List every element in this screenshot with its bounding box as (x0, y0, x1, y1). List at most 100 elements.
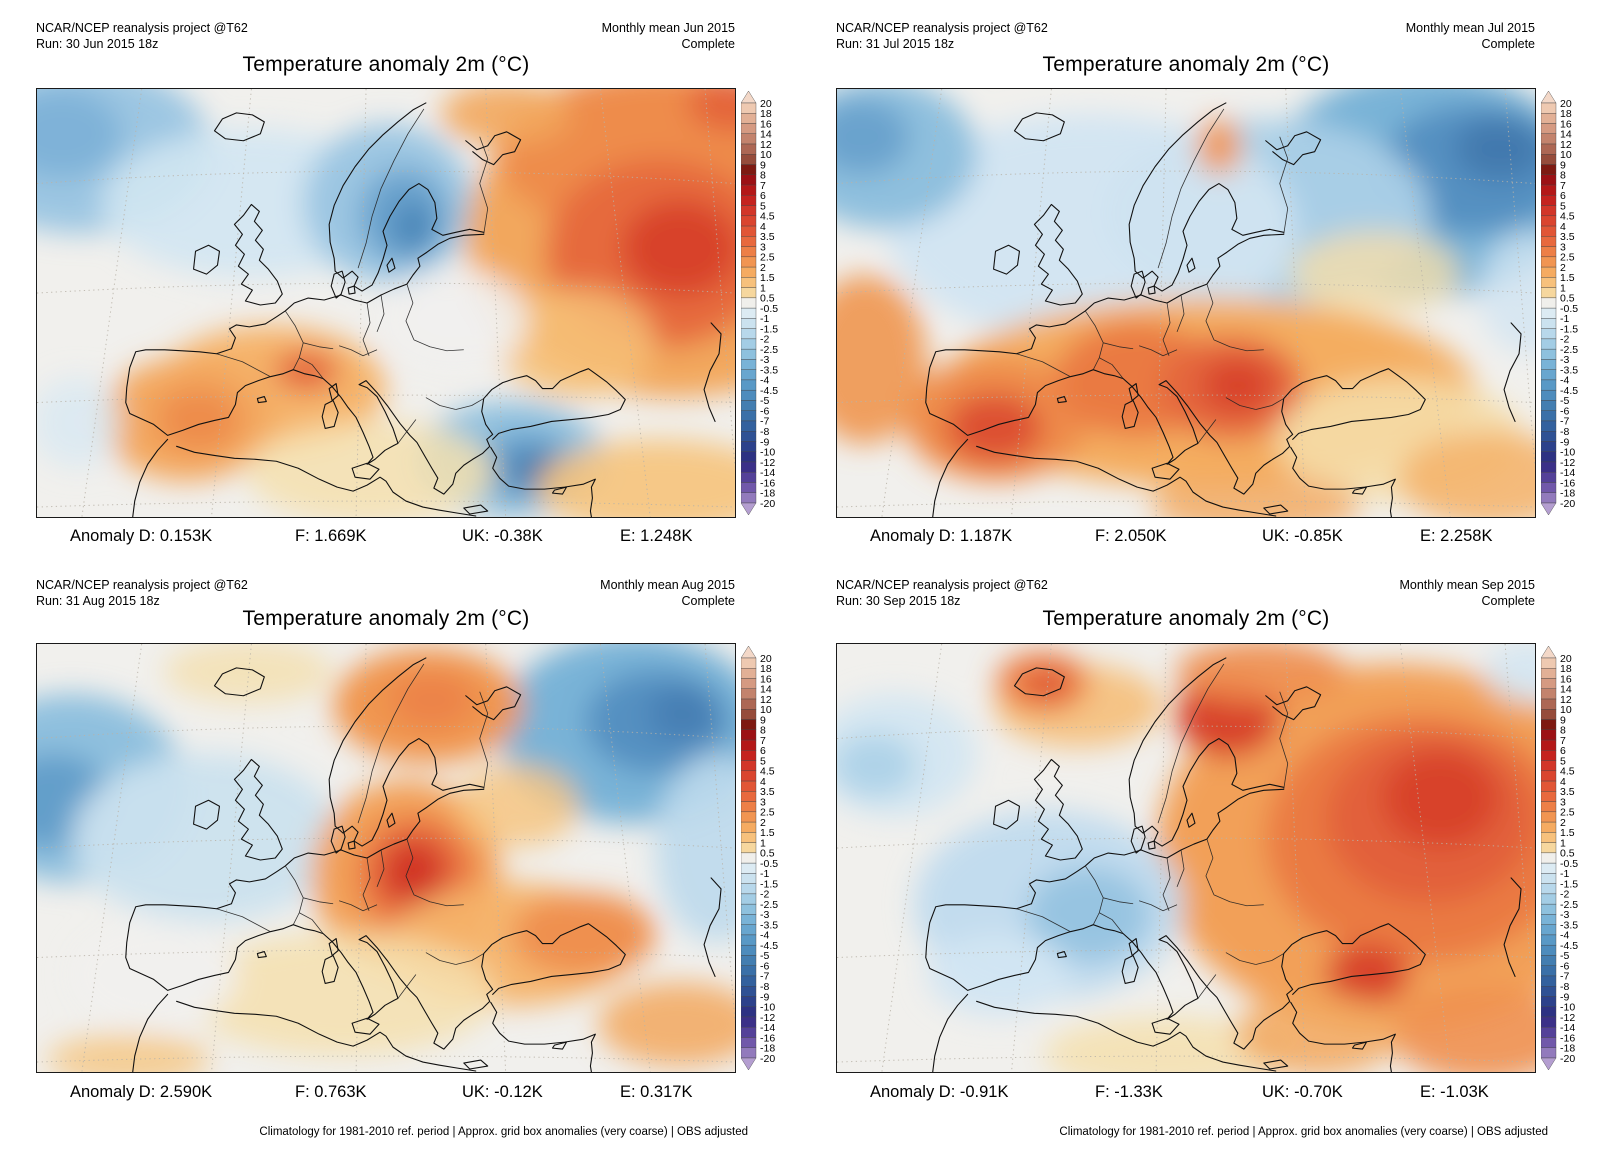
svg-text:1.5: 1.5 (760, 272, 775, 284)
svg-text:-4: -4 (1560, 930, 1569, 942)
svg-text:-18: -18 (1560, 1043, 1575, 1055)
svg-text:-16: -16 (1560, 477, 1575, 489)
panel-aug-2015: NCAR/NCEP reanalysis project @T62 Run: 31… (0, 565, 800, 1164)
svg-text:-5: -5 (1560, 395, 1569, 407)
svg-text:2.5: 2.5 (760, 807, 775, 819)
svg-text:20: 20 (1560, 653, 1572, 665)
anomaly-d: Anomaly D: 2.590K (70, 1083, 213, 1101)
anomaly-uk: UK: -0.85K (1262, 527, 1343, 545)
svg-text:8: 8 (760, 725, 766, 737)
svg-text:-3.5: -3.5 (760, 364, 778, 376)
svg-text:-0.5: -0.5 (1560, 303, 1578, 315)
svg-text:16: 16 (760, 118, 772, 130)
panel-header-right: Monthly mean Jun 2015 Complete (36, 20, 735, 52)
svg-text:9: 9 (1560, 714, 1566, 726)
svg-text:6: 6 (760, 190, 766, 202)
svg-text:5: 5 (1560, 755, 1566, 767)
svg-text:-6: -6 (760, 405, 769, 417)
svg-text:7: 7 (760, 735, 766, 747)
colorbar: 20 18 16 14 12 10 9 8 7 6 5 4.5 4 3.5 3 2.5 2 1.5 1 0.5 -0.5… (1540, 90, 1583, 516)
monthly-mean-label: Monthly mean Aug 2015 (600, 578, 735, 592)
svg-text:4: 4 (1560, 221, 1566, 233)
svg-text:-9: -9 (760, 436, 769, 448)
svg-text:-9: -9 (760, 991, 769, 1003)
svg-text:-6: -6 (760, 960, 769, 972)
svg-text:2: 2 (760, 262, 766, 274)
panel-jul-2015: NCAR/NCEP reanalysis project @T62 Run: 31… (800, 0, 1600, 565)
climatology-footnote: Climatology for 1981-2010 ref. period | … (1059, 1126, 1548, 1138)
monthly-mean-label: Monthly mean Jul 2015 (1405, 21, 1535, 35)
svg-text:3.5: 3.5 (760, 231, 775, 243)
svg-text:12: 12 (760, 694, 772, 706)
svg-text:1: 1 (760, 837, 766, 849)
run-label: Run: 30 Jun 2015 18z (36, 37, 159, 51)
anomaly-map (836, 643, 1536, 1073)
complete-label: Complete (681, 594, 736, 608)
svg-text:3.5: 3.5 (1560, 231, 1575, 243)
svg-text:-8: -8 (1560, 981, 1569, 993)
svg-text:6: 6 (1560, 190, 1566, 202)
svg-text:-2.5: -2.5 (760, 344, 778, 356)
svg-text:-12: -12 (1560, 1012, 1575, 1024)
svg-text:-14: -14 (1560, 467, 1575, 479)
svg-text:-1: -1 (1560, 868, 1569, 880)
svg-text:9: 9 (760, 159, 766, 171)
anomaly-f: F: 2.050K (1095, 527, 1167, 545)
svg-text:-1: -1 (760, 313, 769, 325)
panel-header-right: Monthly mean Aug 2015 Complete (36, 577, 735, 609)
svg-text:-10: -10 (760, 1002, 775, 1014)
anomaly-e: E: 0.317K (620, 1083, 693, 1101)
svg-text:18: 18 (1560, 663, 1572, 675)
svg-text:1.5: 1.5 (760, 827, 775, 839)
svg-text:-12: -12 (760, 1012, 775, 1024)
anomaly-d: Anomaly D: 0.153K (70, 527, 213, 545)
svg-text:8: 8 (1560, 170, 1566, 182)
panel-header-left: NCAR/NCEP reanalysis project @T62 Run: 31… (836, 20, 1048, 52)
svg-text:2.5: 2.5 (1560, 807, 1575, 819)
project-label: NCAR/NCEP reanalysis project @T62 (836, 21, 1048, 35)
svg-text:16: 16 (1560, 118, 1572, 130)
svg-text:-3.5: -3.5 (1560, 919, 1578, 931)
svg-text:-20: -20 (760, 498, 775, 510)
svg-text:-14: -14 (760, 1022, 775, 1034)
svg-text:-14: -14 (1560, 1022, 1575, 1034)
svg-text:5: 5 (1560, 200, 1566, 212)
svg-text:8: 8 (1560, 725, 1566, 737)
svg-text:7: 7 (1560, 735, 1566, 747)
svg-text:-3: -3 (1560, 354, 1569, 366)
svg-text:20: 20 (1560, 98, 1572, 110)
map-title: Temperature anomaly 2m (°C) (1042, 53, 1330, 76)
svg-text:16: 16 (760, 673, 772, 685)
svg-text:14: 14 (760, 129, 772, 141)
anomaly-summary: Anomaly D: -0.91K F: -1.33K UK: -0.70K E… (836, 1083, 1556, 1105)
svg-text:-3: -3 (1560, 909, 1569, 921)
svg-text:-4.5: -4.5 (760, 940, 778, 952)
svg-text:-7: -7 (760, 971, 769, 983)
anomaly-d: Anomaly D: -0.91K (870, 1083, 1009, 1101)
svg-text:-4: -4 (760, 930, 769, 942)
svg-text:-2: -2 (1560, 334, 1569, 346)
svg-text:3.5: 3.5 (1560, 786, 1575, 798)
svg-text:12: 12 (1560, 139, 1572, 151)
svg-text:-4: -4 (760, 375, 769, 387)
map-area: 20 18 16 14 12 10 9 8 7 6 5 4.5 4 3.5 3 2.5 2 1.5 1 0.5 -0.5… (36, 88, 796, 518)
svg-text:-6: -6 (1560, 960, 1569, 972)
svg-text:0.5: 0.5 (760, 293, 775, 305)
svg-text:10: 10 (1560, 704, 1572, 716)
svg-text:-1.5: -1.5 (760, 878, 778, 890)
svg-text:20: 20 (760, 98, 772, 110)
svg-text:12: 12 (760, 139, 772, 151)
svg-text:9: 9 (760, 714, 766, 726)
svg-text:7: 7 (760, 180, 766, 192)
svg-text:1: 1 (1560, 282, 1566, 294)
svg-text:-4.5: -4.5 (1560, 940, 1578, 952)
project-label: NCAR/NCEP reanalysis project @T62 (36, 21, 248, 35)
run-label: Run: 31 Aug 2015 18z (36, 594, 160, 608)
svg-text:16: 16 (1560, 673, 1572, 685)
project-label: NCAR/NCEP reanalysis project @T62 (36, 578, 248, 592)
svg-text:-18: -18 (760, 1043, 775, 1055)
monthly-mean-label: Monthly mean Jun 2015 (601, 21, 735, 35)
panel-jun-2015: NCAR/NCEP reanalysis project @T62 Run: 30… (0, 0, 800, 565)
svg-text:3: 3 (760, 796, 766, 808)
svg-text:-7: -7 (1560, 416, 1569, 428)
